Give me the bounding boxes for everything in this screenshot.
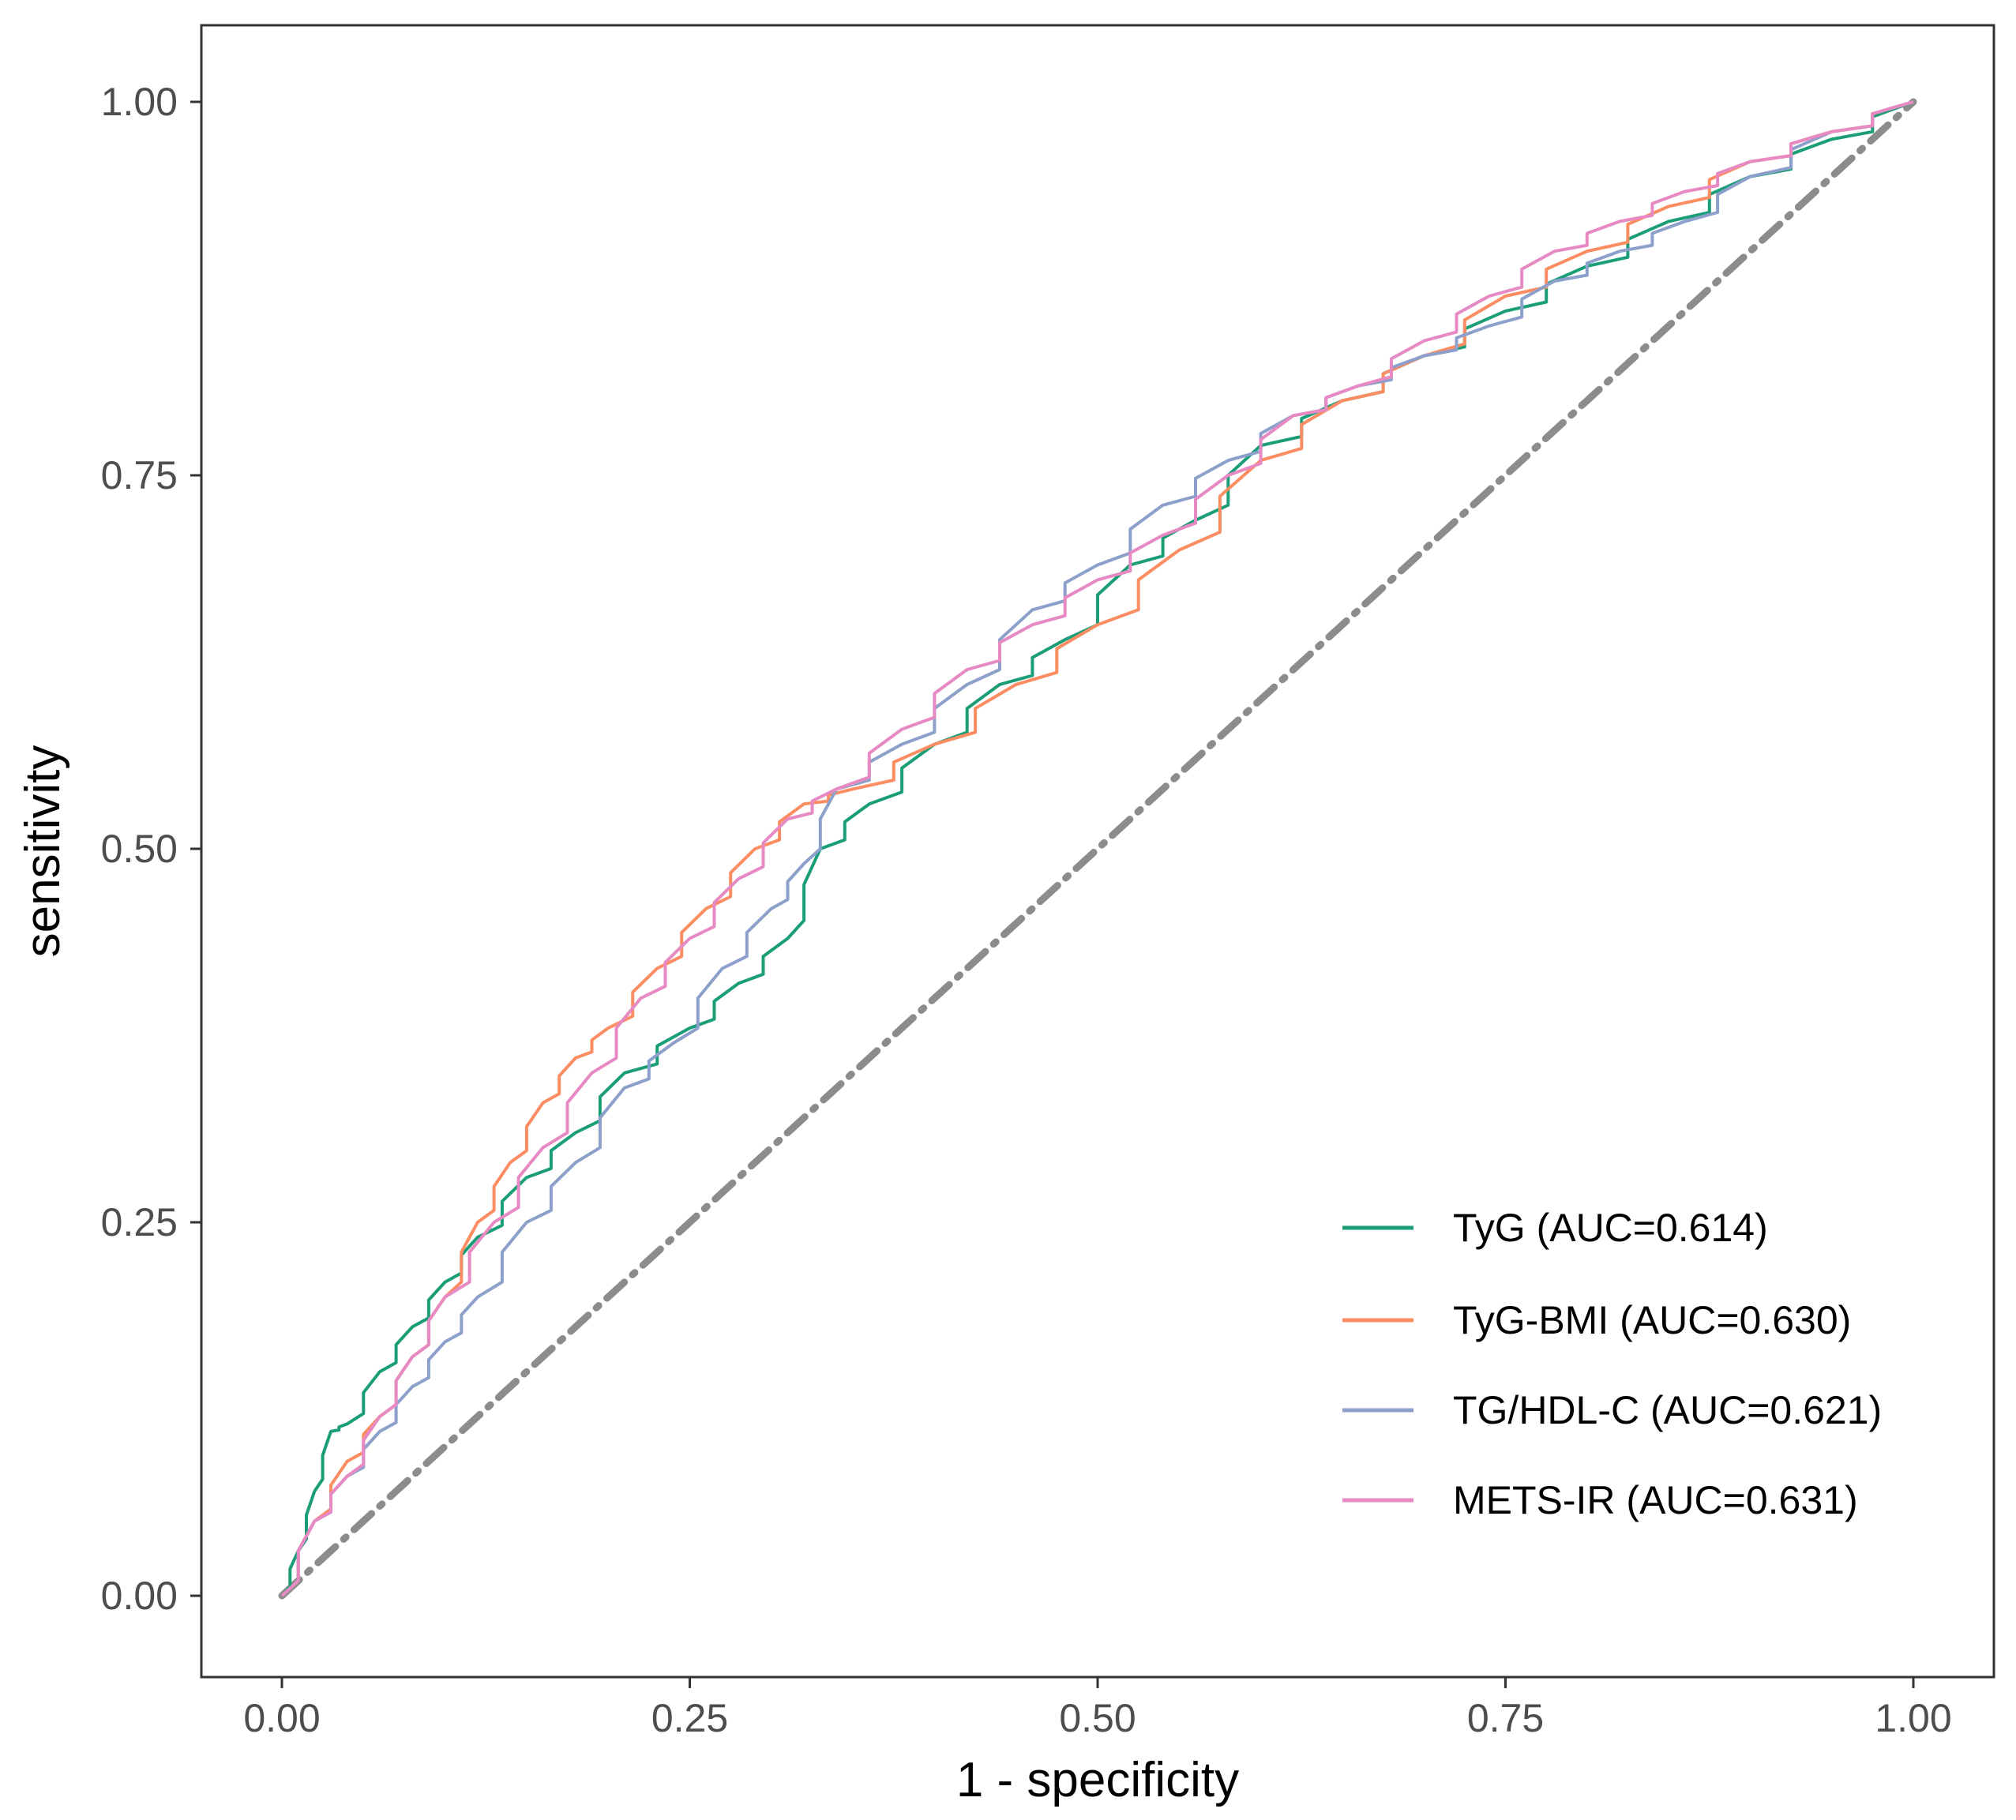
y-tick-label: 0.50 [101, 827, 178, 871]
y-axis-title: sensitivity [16, 745, 70, 958]
x-tick-label: 1.00 [1875, 1696, 1951, 1740]
x-tick-label: 0.25 [651, 1696, 728, 1740]
y-tick-label: 1.00 [101, 80, 178, 124]
legend-label: TyG (AUC=0.614) [1453, 1206, 1768, 1250]
legend-label: TyG-BMI (AUC=0.630) [1453, 1298, 1851, 1342]
y-tick-label: 0.25 [101, 1200, 178, 1244]
roc-curve-series [280, 100, 1914, 1597]
x-tick-label: 0.50 [1059, 1696, 1136, 1740]
y-tick-label: 0.00 [101, 1574, 178, 1618]
reference-diagonal-line [278, 98, 1917, 1600]
roc-series-group [280, 100, 1914, 1597]
x-tick-label: 0.00 [243, 1696, 320, 1740]
y-tick-label: 0.75 [101, 453, 178, 497]
axis-ticks: 0.00 0.25 0.50 0.75 1.00 0.00 0.25 0.50 0.75 1.00 [101, 80, 1952, 1740]
legend-label: METS-IR (AUC=0.631) [1453, 1478, 1858, 1522]
roc-curve-series [280, 100, 1914, 1597]
x-axis-title: 1 - specificity [956, 1753, 1239, 1807]
legend-label: TG/HDL-C (AUC=0.621) [1453, 1388, 1882, 1432]
x-tick-label: 0.75 [1467, 1696, 1544, 1740]
legend: TyG (AUC=0.614) TyG-BMI (AUC=0.630) TG/H… [1342, 1206, 1882, 1522]
